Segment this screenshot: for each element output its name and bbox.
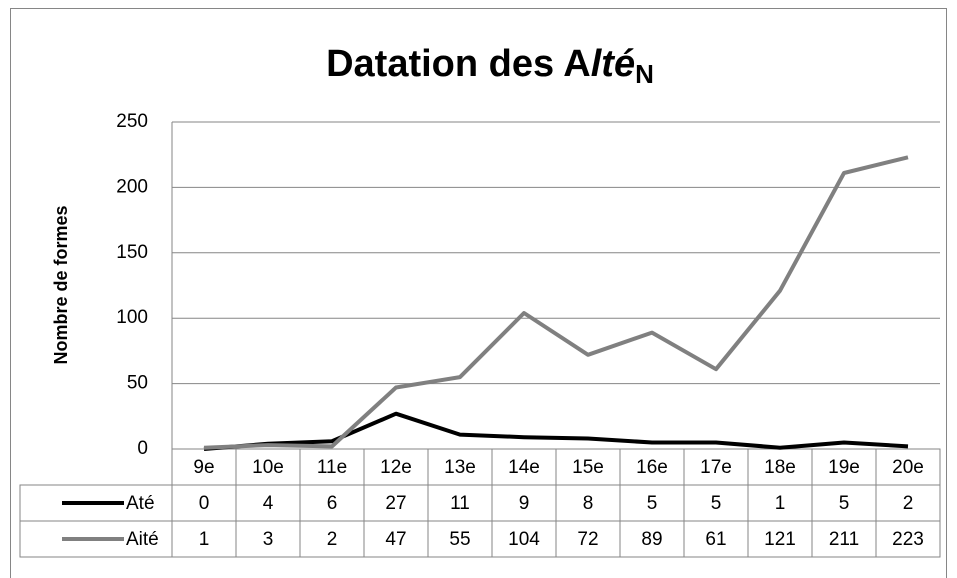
x-tick-label: 19e <box>828 457 860 478</box>
x-tick-label: 10e <box>252 457 284 478</box>
x-tick-label: 17e <box>700 457 732 478</box>
table-value: 2 <box>903 493 914 514</box>
table-value: 121 <box>764 529 796 550</box>
table-value: 2 <box>327 529 338 550</box>
table-value: 55 <box>449 529 470 550</box>
x-tick-label: 12e <box>380 457 412 478</box>
x-tick-label: 13e <box>444 457 476 478</box>
y-tick-label: 50 <box>127 373 148 394</box>
y-tick-label: 250 <box>116 111 148 132</box>
title-part: Datation des A <box>326 43 591 85</box>
y-tick-label: 100 <box>116 307 148 328</box>
title-part: lté <box>591 43 635 85</box>
table-value: 3 <box>263 529 274 550</box>
series-line <box>203 411 909 451</box>
x-tick-label: 20e <box>892 457 924 478</box>
table-value: 4 <box>263 493 274 514</box>
table-value: 211 <box>829 529 859 550</box>
table-value: 0 <box>199 493 210 514</box>
table-value: 6 <box>327 493 338 514</box>
x-tick-label: 16e <box>636 457 668 478</box>
y-tick-label: 200 <box>116 176 148 197</box>
table-value: 89 <box>641 529 662 550</box>
table-value: 8 <box>583 493 594 514</box>
table-value: 5 <box>647 493 658 514</box>
x-tick-label: 18e <box>764 457 796 478</box>
x-tick-label: 15e <box>572 457 604 478</box>
legend-label: Aité <box>126 529 159 550</box>
table-value: 61 <box>705 529 726 550</box>
table-value: 1 <box>775 493 786 514</box>
table-value: 223 <box>892 529 924 550</box>
x-tick-label: 11e <box>317 457 347 478</box>
y-axis-label: Nombre de formes <box>51 205 71 364</box>
table-value: 11 <box>450 493 470 514</box>
chart-border <box>10 8 947 578</box>
x-tick-label: 9e <box>193 457 214 478</box>
series-line <box>203 155 909 450</box>
table-value: 72 <box>577 529 598 550</box>
table-value: 27 <box>385 493 406 514</box>
table-value: 5 <box>711 493 722 514</box>
table-value: 47 <box>385 529 406 550</box>
table-cell <box>875 520 941 558</box>
table-value: 1 <box>199 529 210 550</box>
chart-title: Datation des AltéN <box>326 43 654 89</box>
title-subscript: N <box>635 59 654 89</box>
table-value: 5 <box>839 493 850 514</box>
y-tick-label: 150 <box>116 242 148 263</box>
x-tick-label: 14e <box>508 457 540 478</box>
legend-label: Até <box>126 493 155 514</box>
table-value: 9 <box>519 493 530 514</box>
y-tick-label: 0 <box>137 438 148 459</box>
table-value: 104 <box>508 529 540 550</box>
